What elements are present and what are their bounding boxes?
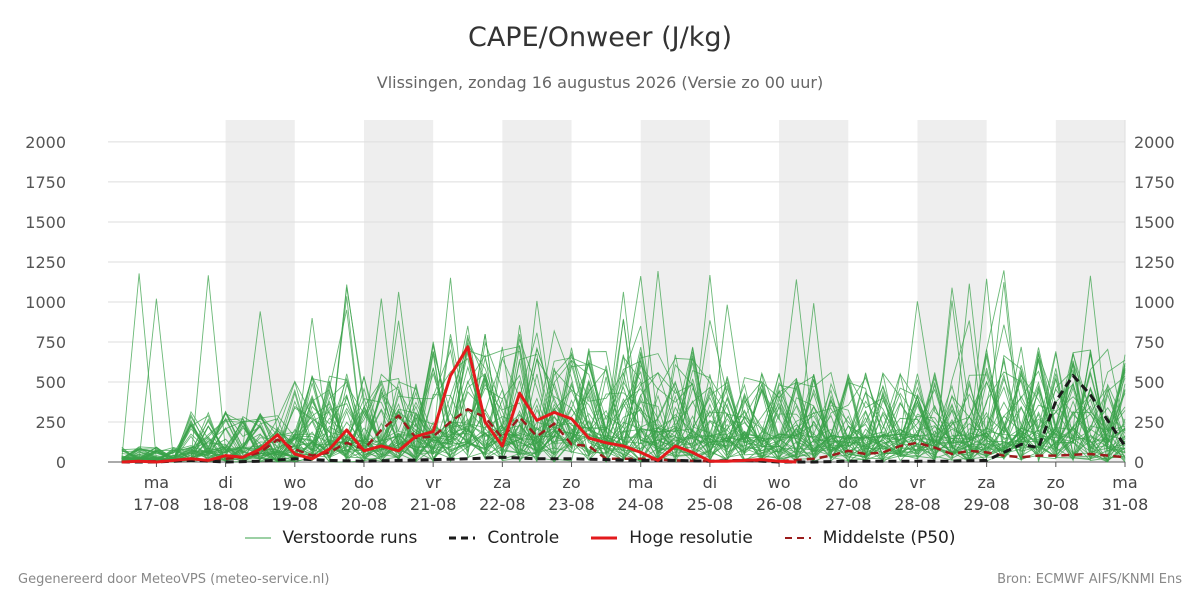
perturbed-run-line	[121, 351, 1126, 463]
legend-swatch-control	[449, 536, 476, 540]
perturbed-run-line	[121, 291, 1126, 462]
x-tick-date: 21-08	[410, 495, 457, 514]
perturbed-run-line	[121, 287, 1126, 463]
control-line	[121, 374, 1127, 464]
x-tick-day: ma	[1112, 473, 1137, 492]
legend-item-median[interactable]: Middelste (P50)	[784, 528, 956, 548]
y-tick-label-right: 0	[1134, 453, 1144, 472]
legend-swatch-perturbed	[244, 537, 271, 539]
x-tick-day: do	[354, 473, 374, 492]
footer-source: Bron: ECMWF AIFS/KNMI Ens	[997, 572, 1182, 587]
y-tick-label-left: 250	[35, 413, 66, 432]
perturbed-run-line	[121, 271, 1126, 463]
y-tick-label-right: 1250	[1134, 253, 1175, 272]
y-tick-label-right: 2000	[1134, 133, 1175, 152]
x-tick-date: 18-08	[202, 495, 249, 514]
hires-line	[121, 345, 797, 464]
y-tick-label-right: 750	[1134, 333, 1165, 352]
x-tick-day: ma	[628, 473, 653, 492]
y-tick-label-left: 1750	[25, 173, 66, 192]
perturbed-run-line	[121, 353, 1126, 461]
y-tick-label-left: 500	[35, 373, 66, 392]
x-tick-date: 17-08	[133, 495, 180, 514]
perturbed-run-line	[121, 273, 1126, 463]
y-tick-label-right: 1000	[1134, 293, 1175, 312]
y-tick-label-right: 1500	[1134, 213, 1175, 232]
y-tick-label-left: 1500	[25, 213, 66, 232]
x-tick-date: 19-08	[272, 495, 319, 514]
chart-title: CAPE/Onweer (J/kg)	[467, 22, 732, 53]
footer-credit: Gegenereerd door MeteoVPS (meteo-service…	[18, 572, 330, 587]
perturbed-run-line	[121, 341, 1126, 462]
x-tick-day: ma	[144, 473, 169, 492]
x-tick-day: di	[218, 473, 233, 492]
x-tick-date: 23-08	[548, 495, 595, 514]
x-tick-day: vr	[909, 473, 925, 492]
legend-swatch-median	[784, 537, 811, 539]
shaded-day-band	[225, 120, 295, 462]
perturbed-run-line	[121, 282, 1126, 463]
x-tick-date: 30-08	[1033, 495, 1080, 514]
perturbed-run-line	[121, 355, 1126, 464]
x-tick-day: za	[493, 473, 511, 492]
x-tick-day: wo	[283, 473, 306, 492]
y-tick-label-right: 250	[1134, 413, 1165, 432]
perturbed-run-line	[121, 332, 1126, 463]
median-line	[121, 407, 1126, 464]
legend-swatch-hires	[591, 536, 618, 540]
x-tick-day: wo	[768, 473, 791, 492]
legend-label-control: Controle	[487, 528, 560, 548]
x-tick-date: 20-08	[341, 495, 388, 514]
x-tick-day: za	[978, 473, 996, 492]
x-tick-day: do	[838, 473, 858, 492]
x-tick-date: 24-08	[617, 495, 664, 514]
chart-subtitle: Vlissingen, zondag 16 augustus 2026 (Ver…	[376, 73, 824, 92]
legend-item-control[interactable]: Controle	[449, 528, 559, 548]
x-tick-day: di	[703, 473, 718, 492]
x-tick-day: zo	[1047, 473, 1065, 492]
legend: Verstoorde runs Controle Hoge resolutie …	[0, 528, 1200, 548]
x-tick-date: 29-08	[963, 495, 1010, 514]
perturbed-run-line	[121, 325, 1126, 462]
y-tick-label-left: 1250	[25, 253, 66, 272]
x-tick-date: 22-08	[479, 495, 526, 514]
perturbed-run-line	[121, 320, 1126, 463]
x-tick-date: 25-08	[687, 495, 734, 514]
x-tick-day: zo	[562, 473, 580, 492]
legend-label-median: Middelste (P50)	[822, 528, 956, 548]
x-tick-date: 31-08	[1102, 495, 1149, 514]
y-tick-label-left: 750	[35, 333, 66, 352]
perturbed-run-line	[121, 275, 1126, 462]
y-tick-label-left: 1000	[25, 293, 66, 312]
perturbed-run-line	[121, 346, 1126, 463]
y-tick-label-left: 0	[56, 453, 66, 472]
x-tick-day: vr	[425, 473, 441, 492]
legend-item-hires[interactable]: Hoge resolutie	[591, 528, 753, 548]
x-tick-date: 28-08	[894, 495, 941, 514]
x-tick-date: 26-08	[756, 495, 803, 514]
y-tick-label-left: 2000	[25, 133, 66, 152]
legend-label-perturbed: Verstoorde runs	[282, 528, 418, 548]
legend-label-hires: Hoge resolutie	[629, 528, 753, 548]
x-tick-date: 27-08	[825, 495, 872, 514]
legend-item-perturbed[interactable]: Verstoorde runs	[244, 528, 418, 548]
perturbed-run-line	[121, 300, 1126, 462]
y-tick-label-right: 1750	[1134, 173, 1175, 192]
y-tick-label-right: 500	[1134, 373, 1165, 392]
